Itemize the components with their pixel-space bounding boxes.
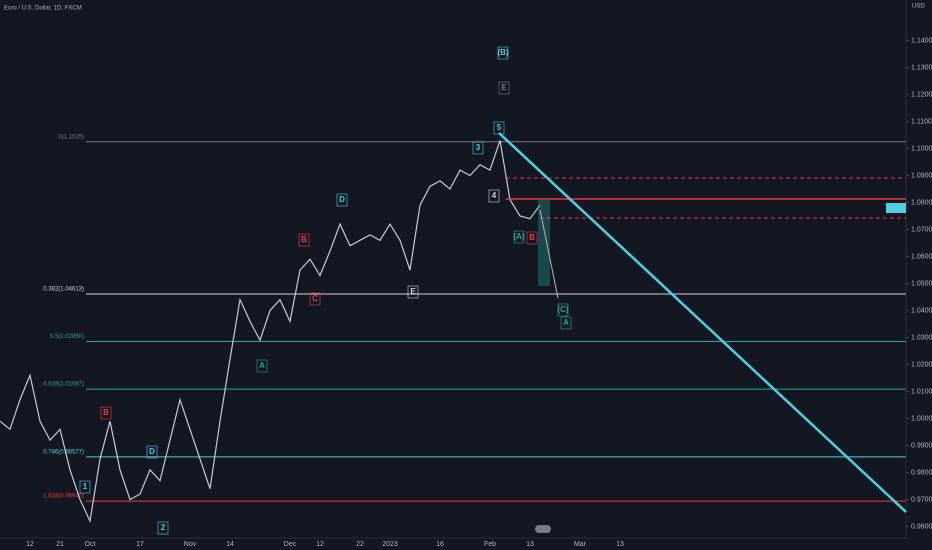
projection [539,209,559,299]
wave-label-box [146,445,158,459]
fib-label: 1.618(0.96940) [43,494,84,500]
y-tick-label: 1.06000 [911,253,932,260]
x-tick-label: 12 [26,541,34,548]
wave-label-box [298,233,310,247]
wave-label-box [336,193,348,207]
wave-label: A [259,361,265,370]
wave-label: 5 [497,123,502,132]
wave-label: (B) [497,48,508,57]
wave-label: B [103,408,109,417]
y-tick-label: 1.04000 [911,307,932,314]
y-tick-label: 0.99000 [911,442,932,449]
wave-label: D [149,447,155,456]
last-price-tag [886,203,906,213]
x-tick-label: 13 [526,541,534,548]
x-tick-label: 16 [436,541,444,548]
x-tick-label: Dec [284,541,297,548]
price-line [0,140,541,524]
y-tick-label: 1.11000 [911,118,932,125]
wave-label-box [526,231,538,245]
replay-button[interactable] [535,525,551,533]
y-tick-label: 1.03000 [911,334,932,341]
trend-line [498,132,907,513]
wave-label-box [407,285,419,299]
fib-label: 0.786(0.98577) [43,449,84,455]
x-tick-label: Nov [184,541,197,548]
wave-label-box [309,292,321,306]
x-tick-label: 13 [616,541,624,548]
wave-label-box [100,406,112,420]
y-tick-label: 1.07000 [911,226,932,233]
wave-label: B [301,235,307,244]
wave-label-box [79,480,91,494]
wave-label: 1 [83,482,88,491]
x-tick-label: Feb [484,541,496,548]
x-tick-label: Mar [574,541,587,548]
wave-label-box [488,189,500,203]
wave-label: 3 [476,143,481,152]
x-tick-label: 22 [356,541,364,548]
y-tick-label: 1.13000 [911,64,932,71]
currency: USD [912,4,925,10]
wave-label: C [312,294,318,303]
wave-label: A [563,318,569,327]
y-tick-label: 1.12000 [911,91,932,98]
wave-label: 2 [161,523,166,532]
symbol-title: Euro / U.S. Dollar, 1D, FXCM [4,6,82,12]
wave-label: E [501,83,507,92]
y-tick-label: 1.10000 [911,145,932,152]
target-zone [538,200,550,286]
wave-label-box [560,316,572,330]
fib-label: 0.618(1.01087) [43,382,84,388]
fib-label: 0.5(1.02850) [50,334,84,340]
y-tick-label: 1.08000 [911,199,932,206]
wave-label-box [557,303,569,317]
wave-label: B [529,233,535,242]
wave-label-box [256,359,268,373]
x-tick-label: 2023 [382,541,398,548]
wave-label: 4 [492,191,497,200]
wave-label-box [497,46,509,60]
x-tick-label: Oct [85,541,96,548]
y-tick-label: 1.01000 [911,388,932,395]
y-tick-label: 1.02000 [911,361,932,368]
x-tick-label: 12 [316,541,324,548]
x-tick-label: 14 [226,541,234,548]
x-tick-label: 17 [136,541,144,548]
wave-label: (A) [513,232,524,241]
fib-label: 0(1.1025) [58,134,84,140]
fib-label: 0.382(1.04613) [43,287,84,293]
y-tick-label: 1.00000 [911,415,932,422]
wave-label-box [472,141,484,155]
wave-label-box [498,81,510,95]
x-tick-label: 21 [56,541,64,548]
wave-label: E [410,287,416,296]
y-tick-label: 1.05000 [911,280,932,287]
wave-label-box [157,521,169,535]
wave-label: (C) [557,305,568,314]
y-tick-label: 1.09000 [911,172,932,179]
wave-label-box [513,230,525,244]
wave-label: D [339,195,345,204]
